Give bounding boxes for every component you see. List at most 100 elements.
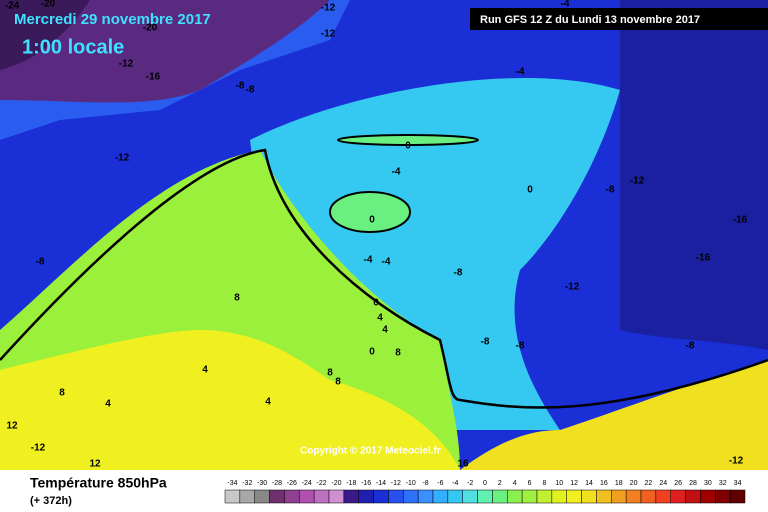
scale-label: -34 bbox=[227, 480, 237, 487]
scale-swatch bbox=[403, 489, 419, 504]
contour-label: -4 bbox=[392, 167, 401, 178]
copyright: Copyright © 2017 Meteociel.fr bbox=[300, 446, 441, 457]
contour-label: -20 bbox=[41, 0, 56, 10]
scale-swatch bbox=[536, 489, 553, 504]
scale-label: 10 bbox=[555, 480, 563, 487]
contour-label: -8 bbox=[686, 341, 695, 352]
warm-south-region bbox=[460, 360, 768, 470]
contour-label: -4 bbox=[364, 255, 373, 266]
contour-label: -20 bbox=[143, 23, 158, 34]
cold-east-region bbox=[620, 0, 768, 350]
scale-label: 18 bbox=[615, 480, 623, 487]
contour-label: -4 bbox=[382, 257, 391, 268]
scale-swatch bbox=[685, 489, 701, 504]
scale-swatch bbox=[462, 489, 478, 504]
contour-label: 0 bbox=[405, 141, 411, 152]
scale-swatch bbox=[521, 489, 538, 504]
scale-swatch bbox=[447, 489, 463, 504]
scale-swatch bbox=[715, 489, 731, 504]
scale-swatch bbox=[358, 489, 374, 504]
contour-label: -8 bbox=[481, 337, 490, 348]
scale-swatch bbox=[492, 489, 508, 504]
contour-label: -12 bbox=[119, 59, 134, 70]
contour-label: -12 bbox=[321, 29, 336, 40]
contour-label: -8 bbox=[454, 268, 463, 279]
time: 1:00 locale bbox=[22, 36, 124, 58]
very-cold-region bbox=[0, 0, 330, 103]
contour-label: 4 bbox=[265, 397, 271, 408]
scale-label: -16 bbox=[361, 480, 371, 487]
scale-label: 8 bbox=[542, 480, 546, 487]
scale-swatch bbox=[328, 489, 345, 504]
contour-label: -12 bbox=[115, 153, 130, 164]
scale-label: -14 bbox=[376, 480, 386, 487]
scale-swatch bbox=[343, 489, 359, 504]
scale-label: -24 bbox=[302, 480, 312, 487]
contour-label: -4 bbox=[516, 67, 525, 78]
scale-label: 32 bbox=[719, 480, 727, 487]
scale-swatch bbox=[284, 489, 300, 504]
contour-label: 4 bbox=[377, 313, 383, 324]
contour-label: -16 bbox=[733, 215, 748, 226]
cool-region bbox=[250, 78, 620, 430]
scale-label: 14 bbox=[585, 480, 593, 487]
contour-label: -8 bbox=[236, 81, 245, 92]
contour-label: 8 bbox=[59, 388, 65, 399]
contour-label: -4 bbox=[561, 0, 570, 10]
contour-label: -8 bbox=[606, 185, 615, 196]
contour-label: 8 bbox=[234, 293, 240, 304]
scale-label: 34 bbox=[734, 480, 742, 487]
scale-label: 22 bbox=[645, 480, 653, 487]
scale-swatch bbox=[432, 489, 449, 504]
zero-isotherm bbox=[0, 148, 768, 409]
scale-label: 24 bbox=[659, 480, 667, 487]
scale-swatch bbox=[625, 489, 642, 504]
contour-label: 16 bbox=[457, 459, 469, 470]
scale-label: -30 bbox=[257, 480, 267, 487]
contour-label: -16 bbox=[146, 72, 161, 83]
scale-swatch bbox=[640, 489, 657, 504]
scale-label: -32 bbox=[242, 480, 252, 487]
contour-label: -12 bbox=[31, 443, 46, 454]
scale-label: 0 bbox=[483, 480, 487, 487]
contour-label: 4 bbox=[105, 399, 111, 410]
scale-swatch bbox=[417, 489, 434, 504]
scale-label: -22 bbox=[317, 480, 327, 487]
contour-label: -12 bbox=[321, 3, 336, 14]
scale-swatch bbox=[655, 489, 671, 504]
contour-label: -24 bbox=[5, 1, 20, 12]
contour-label: -16 bbox=[696, 253, 711, 264]
contour-label: 0 bbox=[527, 185, 533, 196]
scale-swatch bbox=[611, 489, 627, 504]
scale-label: -28 bbox=[272, 480, 282, 487]
contour-label: -8 bbox=[516, 341, 525, 352]
contour-label: 0 bbox=[369, 347, 375, 358]
contour-label: 12 bbox=[89, 459, 101, 470]
scale-label: -6 bbox=[437, 480, 443, 487]
date: Mercredi 29 novembre 2017 bbox=[14, 11, 211, 28]
contour-label: 4 bbox=[202, 365, 208, 376]
scale-label: -4 bbox=[452, 480, 458, 487]
scale-swatch bbox=[700, 489, 716, 504]
scale-swatch bbox=[254, 489, 270, 504]
scale-label: -26 bbox=[287, 480, 297, 487]
scale-label: 12 bbox=[570, 480, 578, 487]
contour-label: -12 bbox=[729, 456, 744, 467]
scale-swatch bbox=[581, 489, 597, 504]
contour-label: -8 bbox=[246, 85, 255, 96]
scale-swatch bbox=[507, 489, 523, 504]
footer-title: Température 850hPa bbox=[30, 475, 167, 491]
scale-swatch bbox=[596, 489, 612, 504]
scale-swatch bbox=[551, 489, 567, 504]
lead-time: (+ 372h) bbox=[30, 495, 72, 507]
scale-swatch bbox=[388, 489, 404, 504]
scale-label: -10 bbox=[406, 480, 416, 487]
contour-label: -12 bbox=[565, 282, 580, 293]
scale-label: 26 bbox=[674, 480, 682, 487]
scale-swatch bbox=[299, 489, 315, 504]
scale-swatch bbox=[313, 489, 330, 504]
scale-swatch bbox=[566, 489, 582, 504]
scale-label: 28 bbox=[689, 480, 697, 487]
contour-label: -12 bbox=[630, 176, 645, 187]
